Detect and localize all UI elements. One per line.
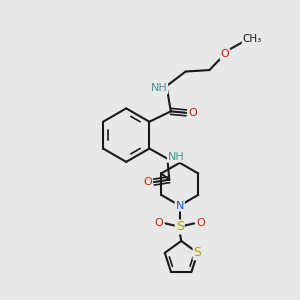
Text: S: S (176, 220, 184, 233)
Text: NH: NH (168, 152, 184, 161)
Text: O: O (196, 218, 205, 228)
Text: O: O (154, 218, 163, 228)
Text: O: O (143, 177, 152, 187)
Text: O: O (220, 49, 229, 59)
Text: N: N (176, 201, 184, 211)
Text: O: O (188, 108, 197, 118)
Text: NH: NH (151, 83, 167, 94)
Text: CH₃: CH₃ (243, 34, 262, 44)
Text: S: S (194, 246, 202, 260)
